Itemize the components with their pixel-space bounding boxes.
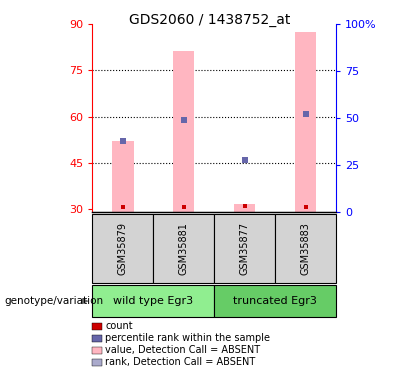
Bar	[234, 204, 255, 212]
Text: count: count	[105, 321, 133, 331]
Text: GSM35883: GSM35883	[301, 222, 310, 275]
Text: GSM35879: GSM35879	[118, 222, 128, 275]
Text: wild type Egr3: wild type Egr3	[113, 296, 193, 306]
Text: GDS2060 / 1438752_at: GDS2060 / 1438752_at	[129, 13, 291, 27]
Text: rank, Detection Call = ABSENT: rank, Detection Call = ABSENT	[105, 357, 255, 367]
Bar	[112, 141, 134, 212]
Text: genotype/variation: genotype/variation	[4, 296, 103, 306]
Text: value, Detection Call = ABSENT: value, Detection Call = ABSENT	[105, 345, 260, 355]
Text: percentile rank within the sample: percentile rank within the sample	[105, 333, 270, 343]
Bar	[173, 51, 194, 212]
Bar	[295, 32, 316, 212]
Text: GSM35881: GSM35881	[179, 222, 189, 275]
Text: GSM35877: GSM35877	[240, 222, 249, 275]
Text: truncated Egr3: truncated Egr3	[233, 296, 317, 306]
